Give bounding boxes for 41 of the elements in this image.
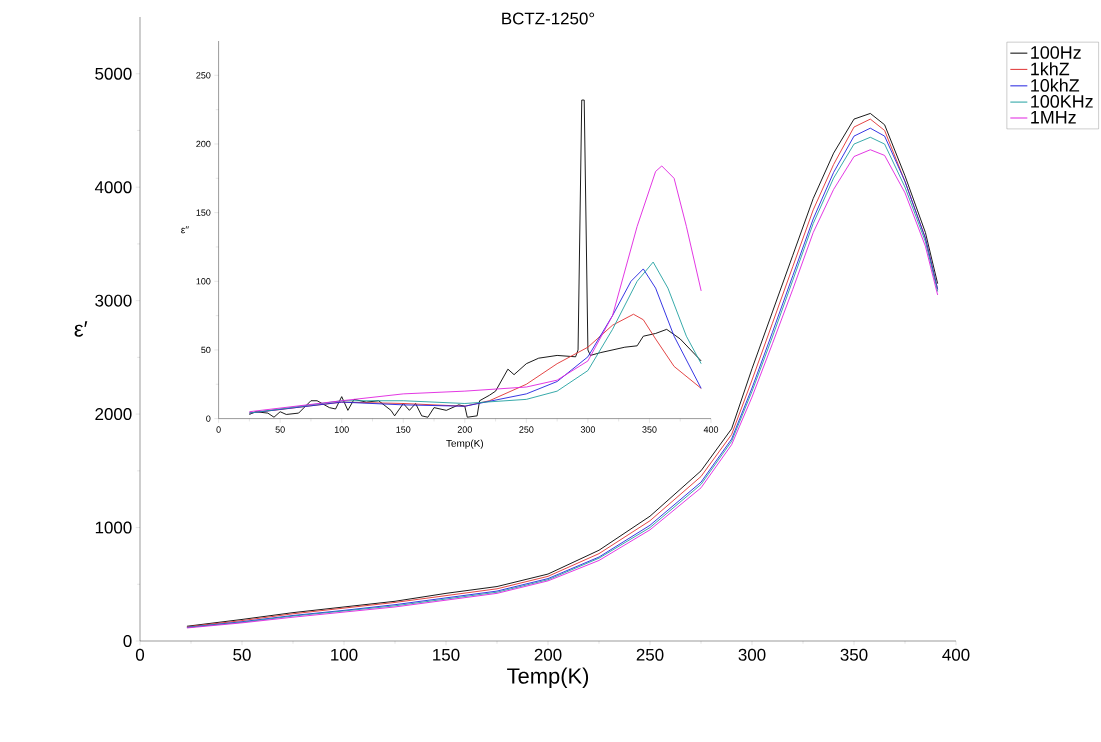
x-tick-label: 50	[233, 648, 251, 661]
y-tick-label: 150	[196, 209, 211, 216]
y-tick-label: 250	[196, 72, 211, 79]
y-axis-title: ε′	[74, 321, 88, 337]
legend-label: 100KHz	[1031, 95, 1093, 108]
y-tick-label: 5000	[95, 67, 132, 80]
y-tick-label: 100	[196, 278, 211, 285]
x-tick-label: 0	[216, 426, 221, 433]
legend-label: 100Hz	[1031, 46, 1081, 59]
x-tick-label: 350	[840, 648, 868, 661]
x-axis-title: Temp(K)	[446, 439, 484, 449]
y-axis-title: ε′′	[181, 226, 189, 234]
chart-title: BCTZ-1250°	[502, 12, 595, 25]
x-tick-label: 250	[519, 426, 534, 433]
x-tick-label: 400	[703, 426, 719, 433]
x-tick-label: 250	[636, 648, 664, 661]
y-tick-label: 50	[201, 346, 211, 354]
y-tick-label: 200	[196, 140, 211, 148]
line-series	[248, 165, 702, 413]
legend-label: 1MHz	[1031, 111, 1076, 124]
x-tick-label: 100	[334, 426, 349, 433]
x-tick-label: 200	[534, 648, 562, 661]
y-tick-label: 2000	[95, 408, 132, 421]
y-tick-label: 0	[123, 635, 132, 647]
y-tick-label: 3000	[95, 294, 132, 307]
x-tick-label: 50	[275, 426, 285, 433]
x-tick-label: 150	[433, 648, 460, 661]
y-tick-label: 0	[206, 415, 211, 422]
x-tick-label: 200	[457, 426, 472, 433]
x-axis-title: Temp(K)	[507, 667, 589, 689]
x-tick-label: 400	[942, 648, 970, 661]
x-tick-label: 100	[331, 648, 358, 661]
x-tick-label: 150	[396, 426, 411, 433]
y-tick-label: 4000	[94, 181, 132, 194]
x-tick-label: 300	[738, 648, 766, 661]
x-tick-label: 300	[580, 426, 596, 433]
y-tick-label: 1000	[95, 521, 132, 534]
legend-label: 10khZ	[1031, 78, 1080, 92]
legend-label: 1khZ	[1031, 62, 1070, 76]
x-tick-label: 0	[135, 648, 145, 661]
x-tick-label: 350	[642, 426, 657, 433]
